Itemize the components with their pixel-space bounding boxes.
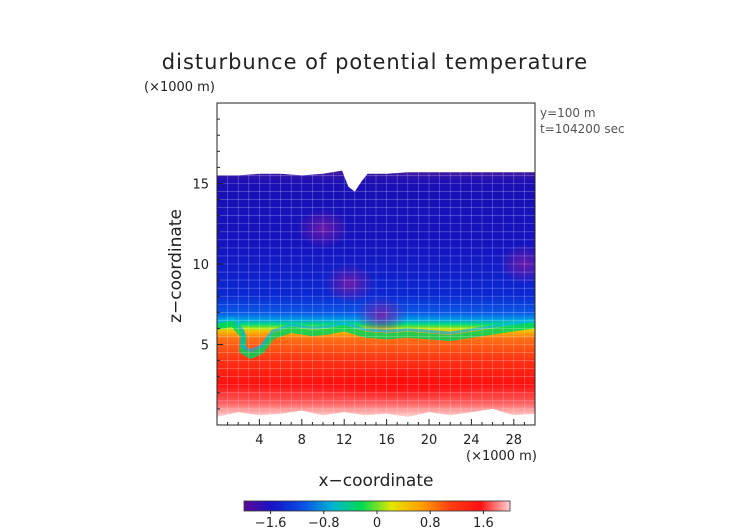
colorbar-tick-label: 1.6	[473, 516, 494, 531]
cool-anomaly-2	[498, 244, 535, 284]
x-axis-label: x−coordinate	[319, 471, 434, 491]
temperature-field	[217, 170, 535, 417]
colorbar-tick-label: −1.6	[255, 516, 287, 531]
plot-area	[216, 102, 536, 426]
colorbar-tick-label: 0.8	[420, 516, 441, 531]
y-axis-unit: (×1000 m)	[144, 80, 215, 95]
colorbar: −1.6 −0.8 0 0.8 1.6	[243, 500, 511, 531]
x-tick-label: 16	[378, 433, 395, 448]
y-axis-label: z−coordinate	[166, 209, 186, 323]
x-axis-ticks: 4 8 12 16 20 24 28	[227, 419, 525, 448]
transition-layer	[217, 320, 535, 359]
cool-anomaly-0	[297, 208, 349, 249]
y-tick-label: 10	[192, 258, 209, 273]
cool-anomaly-3	[355, 295, 408, 336]
warm-core	[301, 363, 493, 401]
transition-layer-upper	[217, 317, 535, 353]
annotation-time: t=104200 sec	[540, 122, 625, 136]
x-tick-label: 28	[506, 433, 523, 448]
x-tick-label: 12	[336, 433, 353, 448]
x-tick-label: 8	[298, 433, 306, 448]
cool-anomaly-1	[323, 263, 376, 304]
colorbar-ticks: −1.6 −0.8 0 0.8 1.6	[255, 511, 494, 531]
y-tick-label: 15	[192, 178, 209, 193]
y-axis-ticks: 5 10 15	[192, 118, 223, 410]
x-tick-label: 4	[255, 433, 263, 448]
colorbar-scale	[243, 500, 511, 512]
x-tick-label: 20	[421, 433, 438, 448]
annotation-y: y=100 m	[540, 106, 596, 120]
chart-title: disturbunce of potential temperature	[162, 50, 588, 74]
y-tick-label: 5	[201, 339, 209, 354]
colorbar-tick-label: 0	[373, 516, 381, 531]
colorbar-tick-label: −0.8	[308, 516, 340, 531]
x-tick-label: 24	[463, 433, 480, 448]
field-layer	[217, 170, 535, 417]
grid-layer	[217, 103, 535, 425]
x-axis-unit: (×1000 m)	[466, 449, 537, 464]
